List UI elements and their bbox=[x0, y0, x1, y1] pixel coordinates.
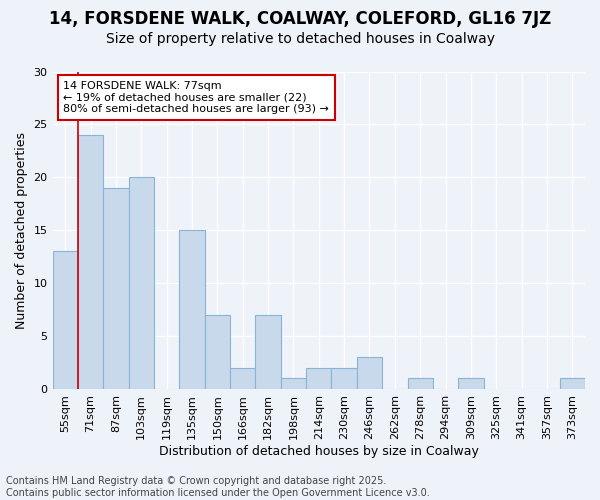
Bar bbox=[205, 315, 230, 389]
Y-axis label: Number of detached properties: Number of detached properties bbox=[15, 132, 28, 328]
Bar bbox=[306, 368, 331, 389]
Bar bbox=[331, 368, 357, 389]
Bar bbox=[230, 368, 256, 389]
Bar bbox=[357, 357, 382, 389]
Bar bbox=[103, 188, 128, 389]
Bar bbox=[78, 135, 103, 389]
Bar bbox=[256, 315, 281, 389]
Bar bbox=[179, 230, 205, 389]
Text: Size of property relative to detached houses in Coalway: Size of property relative to detached ho… bbox=[106, 32, 494, 46]
Bar bbox=[560, 378, 585, 389]
Bar bbox=[407, 378, 433, 389]
Bar bbox=[281, 378, 306, 389]
Bar bbox=[458, 378, 484, 389]
Bar bbox=[53, 252, 78, 389]
X-axis label: Distribution of detached houses by size in Coalway: Distribution of detached houses by size … bbox=[159, 444, 479, 458]
Text: Contains HM Land Registry data © Crown copyright and database right 2025.
Contai: Contains HM Land Registry data © Crown c… bbox=[6, 476, 430, 498]
Text: 14, FORSDENE WALK, COALWAY, COLEFORD, GL16 7JZ: 14, FORSDENE WALK, COALWAY, COLEFORD, GL… bbox=[49, 10, 551, 28]
Bar bbox=[128, 178, 154, 389]
Text: 14 FORSDENE WALK: 77sqm
← 19% of detached houses are smaller (22)
80% of semi-de: 14 FORSDENE WALK: 77sqm ← 19% of detache… bbox=[63, 81, 329, 114]
